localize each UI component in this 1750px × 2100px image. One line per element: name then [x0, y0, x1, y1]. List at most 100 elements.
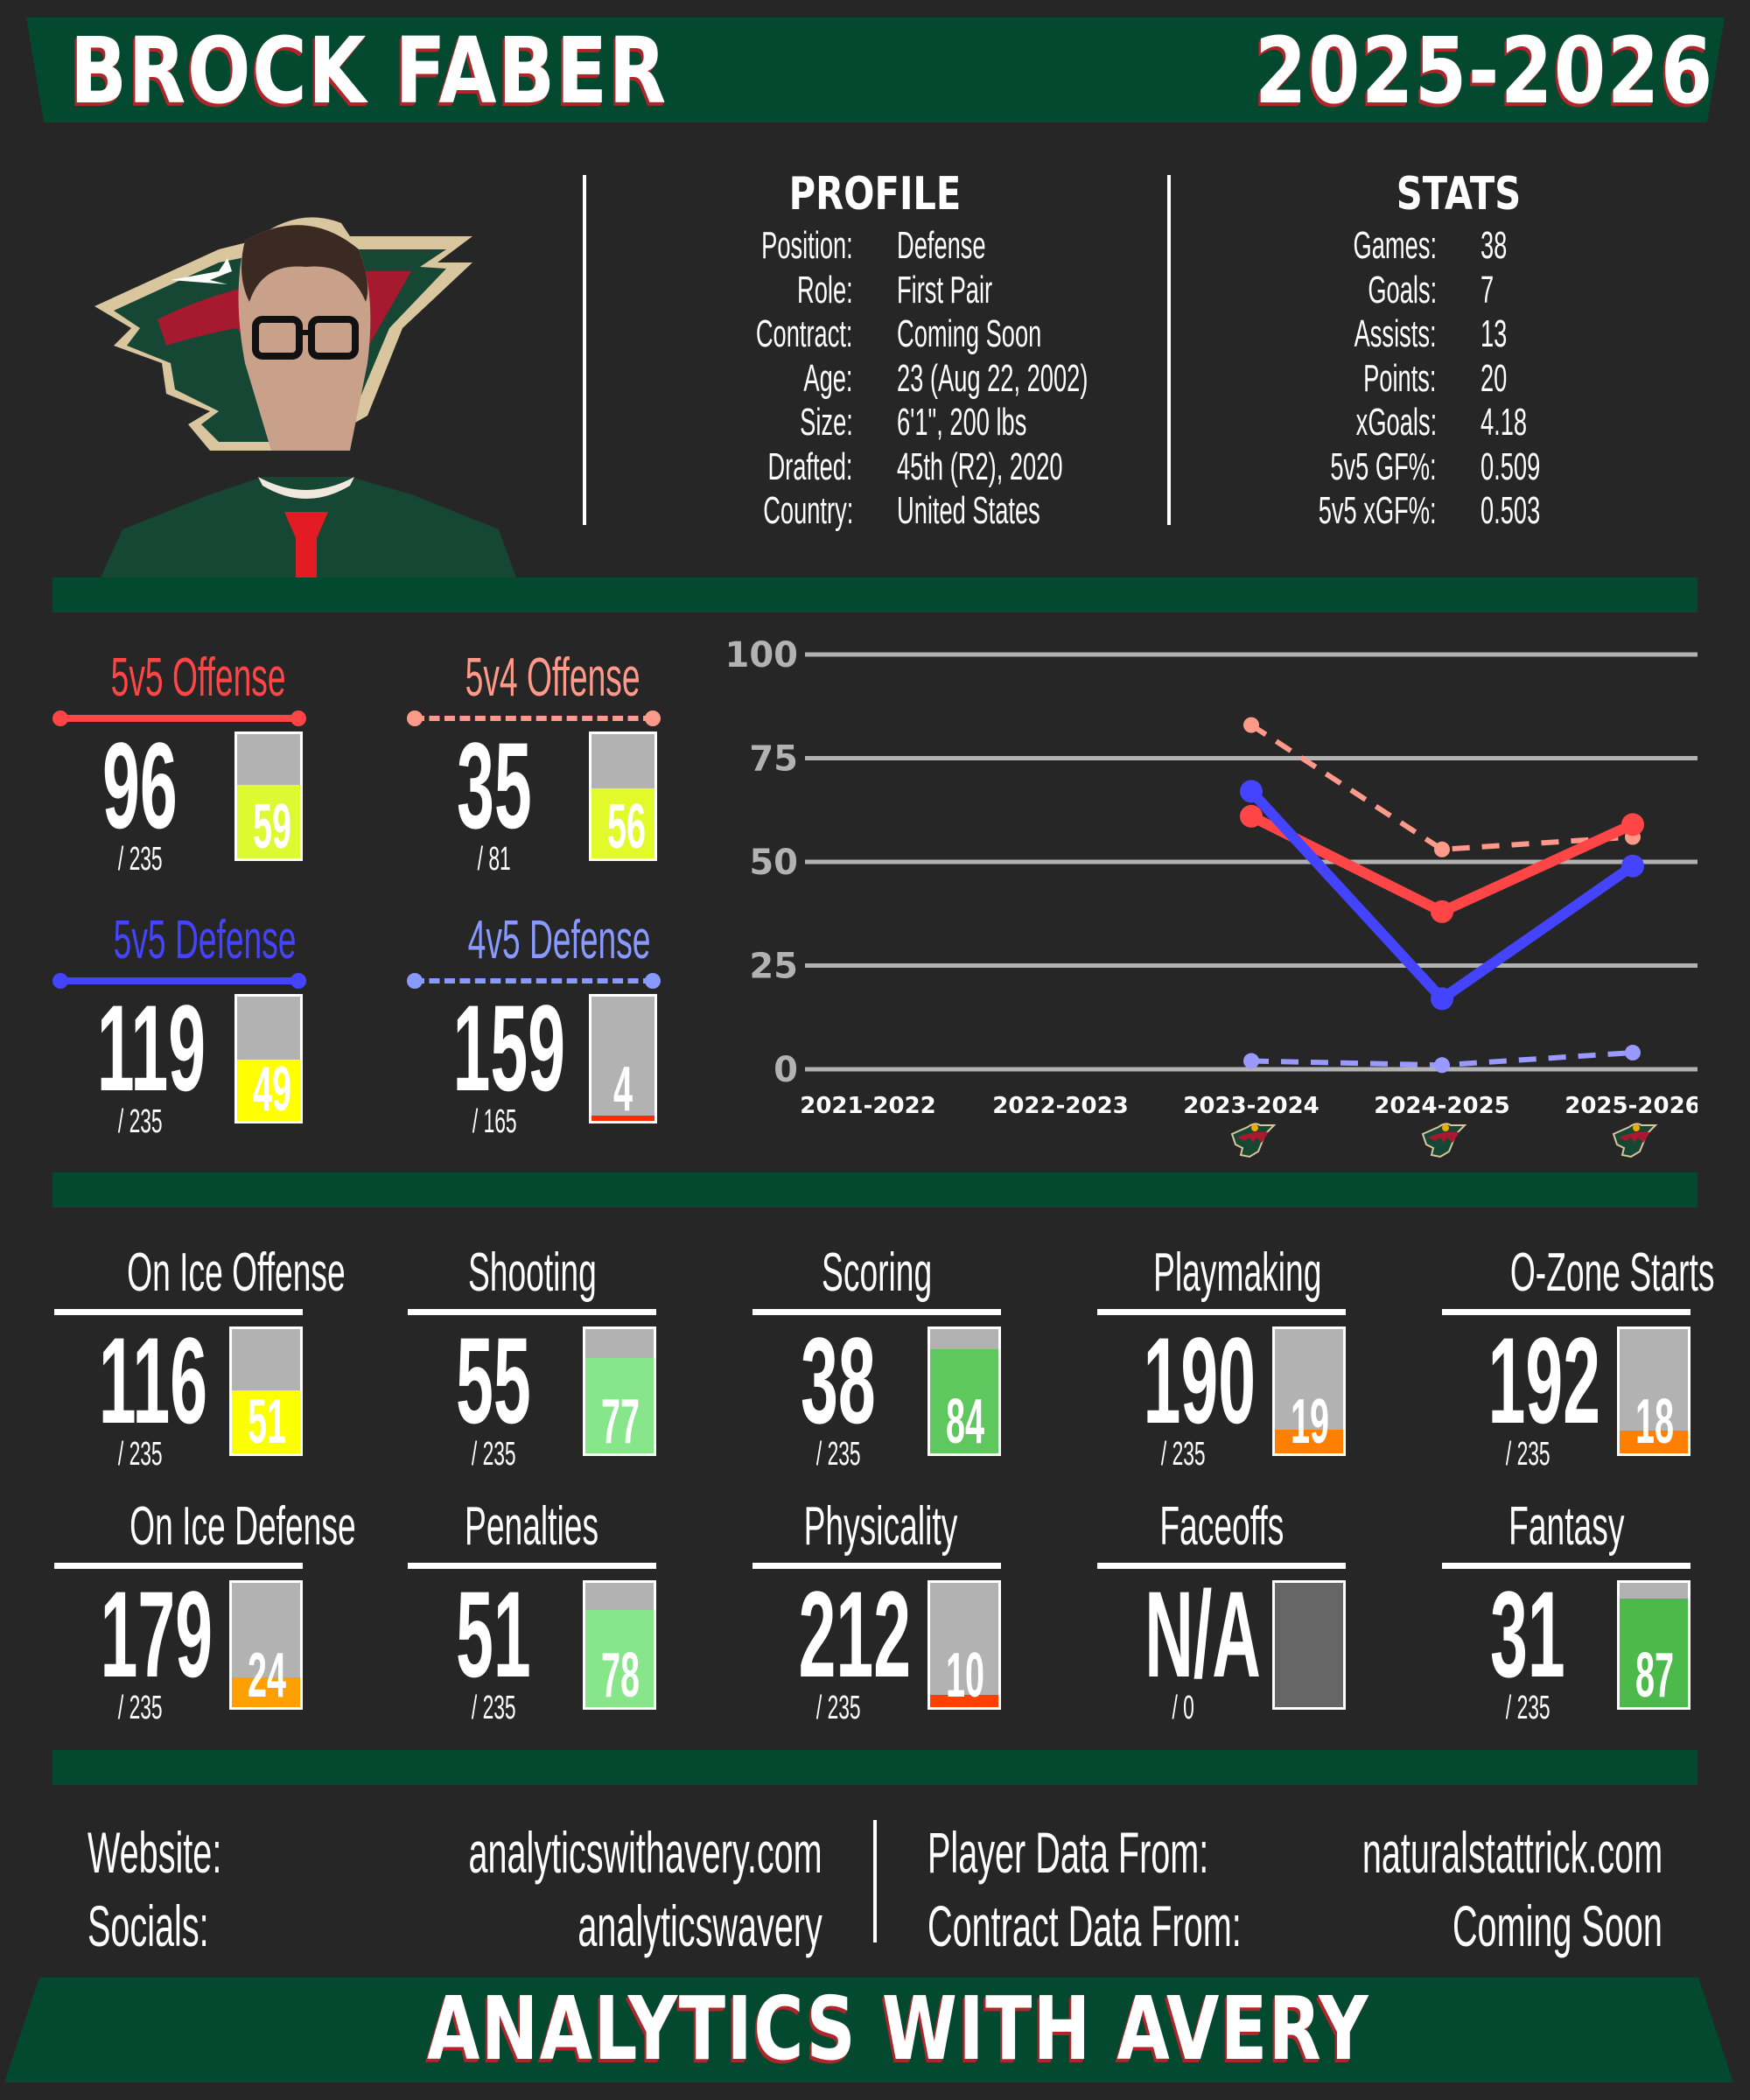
- percentile-gauge: 56: [589, 732, 657, 861]
- metric-underline: [1097, 1309, 1346, 1315]
- percentile-value: 18: [1635, 1387, 1675, 1456]
- metric-title: On Ice Defense: [130, 1496, 356, 1557]
- metric-card-shooting: Shooting 55/ 235 77: [408, 1242, 656, 1472]
- metric-card-o-zone-starts: O-Zone Starts 192/ 235 18: [1442, 1242, 1715, 1472]
- rank-total: / 235: [117, 1690, 163, 1726]
- rank-value: 119: [96, 979, 206, 1116]
- data-point: [1240, 804, 1263, 828]
- profile-value: First Pair: [897, 268, 993, 312]
- metric-title: Scoring: [821, 1242, 933, 1303]
- percentile-value: 87: [1635, 1641, 1675, 1710]
- profile-row: Country: United States: [0, 489, 1750, 533]
- rank-value: 190: [1143, 1312, 1256, 1449]
- rank-value: N/A: [1144, 1565, 1261, 1703]
- percentile-value: 10: [946, 1641, 985, 1710]
- profile-row: Position: Defense: [0, 224, 1750, 268]
- data-point: [1625, 1045, 1641, 1061]
- profile-label: Drafted:: [767, 444, 853, 488]
- stats-value: 0.503: [1480, 489, 1541, 532]
- rank-total: / 235: [471, 1436, 516, 1473]
- metric-underline: [54, 1309, 303, 1315]
- rank-total: / 165: [472, 1103, 517, 1140]
- team-logo-icon: [1612, 1123, 1658, 1158]
- stats-value: 7: [1480, 268, 1494, 312]
- x-tick-label: 2025-2026: [1564, 1093, 1698, 1119]
- footer-player-data-source[interactable]: naturalstattrick.com: [1362, 1820, 1662, 1885]
- rating-title: 5v5 Defense: [113, 910, 297, 970]
- data-point: [1243, 717, 1259, 733]
- legend-dot-icon: [52, 710, 68, 726]
- profile-heading: PROFILE: [788, 168, 962, 220]
- percentile-value: 24: [248, 1641, 287, 1710]
- rating-legend-line: [60, 977, 299, 984]
- rank-value: 192: [1488, 1312, 1601, 1449]
- data-point: [1621, 854, 1644, 878]
- percentile-value: 19: [1291, 1387, 1330, 1456]
- rank-total: / 81: [477, 841, 512, 878]
- metric-title: On Ice Offense: [127, 1242, 346, 1303]
- rank-value: 31: [1490, 1565, 1565, 1703]
- rank-total: / 0: [1172, 1690, 1194, 1726]
- percentile-gauge: 10: [928, 1580, 1001, 1710]
- gauge-fill: [585, 1357, 654, 1453]
- percentile-gauge: 49: [234, 994, 303, 1124]
- section-divider-2: [52, 1172, 1698, 1208]
- metric-underline: [1442, 1309, 1690, 1315]
- profile-row: Role: First Pair: [0, 269, 1750, 312]
- player-name: BROCK FABER: [70, 18, 668, 124]
- profile-value: Coming Soon: [897, 312, 1042, 355]
- metric-title: O-Zone Starts: [1509, 1242, 1715, 1303]
- stats-value: 4.18: [1480, 401, 1528, 444]
- metric-underline: [752, 1309, 1001, 1315]
- rank-total: / 235: [816, 1436, 861, 1473]
- stats-label: Goals:: [1368, 268, 1437, 312]
- percentile-gauge: 51: [229, 1326, 303, 1456]
- season-label: 2025-2026: [1255, 18, 1714, 124]
- rank-value: 116: [98, 1312, 208, 1449]
- profile-value: 23 (Aug 22, 2002): [897, 356, 1088, 400]
- stats-row: xGoals: 4.18: [0, 401, 1750, 444]
- profile-label: Contract:: [756, 312, 853, 355]
- rank-value: 179: [100, 1565, 214, 1703]
- metric-underline: [54, 1563, 303, 1569]
- data-point: [1621, 813, 1644, 836]
- header-banner: [26, 18, 1725, 122]
- footer-contract-data-row: Contract Data From: Coming Soon: [928, 1895, 1662, 1956]
- rank-total: / 235: [117, 1103, 163, 1140]
- gauge-fill: [232, 1676, 300, 1707]
- x-tick-label: 2023-2024: [1183, 1093, 1320, 1119]
- percentile-gauge: 87: [1617, 1580, 1690, 1710]
- profile-row: Contract: Coming Soon: [0, 312, 1750, 356]
- percentile-gauge: 19: [1272, 1326, 1346, 1456]
- percentile-value: 51: [248, 1387, 287, 1456]
- team-logo-icon: [1421, 1123, 1467, 1158]
- rank-value: 38: [801, 1312, 876, 1449]
- metric-underline: [408, 1563, 656, 1569]
- metric-card-on-ice-defense: On Ice Defense 179/ 235 24: [54, 1496, 356, 1726]
- percentile-value: 59: [253, 792, 292, 861]
- footer-divider: [873, 1820, 877, 1942]
- metric-card-physicality: Physicality 212/ 235 10: [752, 1496, 1001, 1726]
- gauge-fill: [232, 1390, 300, 1453]
- metric-card-playmaking: Playmaking 190/ 235 19: [1097, 1242, 1346, 1472]
- data-point: [1243, 1053, 1259, 1069]
- stats-heading: STATS: [1396, 168, 1522, 220]
- profile-label: Role:: [797, 268, 853, 312]
- metric-underline: [1442, 1563, 1690, 1569]
- gauge-fill: [592, 788, 654, 858]
- gauge-fill: [237, 1060, 300, 1121]
- footer-website-row: Website: analyticswithavery.com: [88, 1822, 822, 1883]
- footer-socials-handle[interactable]: analyticswavery: [578, 1894, 822, 1958]
- footer-website-link[interactable]: analyticswithavery.com: [468, 1820, 822, 1885]
- profile-row: Size: 6'1", 200 lbs: [0, 401, 1750, 444]
- rating-legend-line: [414, 978, 654, 984]
- stats-value: 20: [1480, 356, 1508, 400]
- footer-socials-label: Socials:: [88, 1894, 209, 1958]
- data-point: [1240, 780, 1263, 803]
- percentile-value: 77: [601, 1387, 640, 1456]
- divider-stats-left: [1167, 175, 1171, 525]
- gauge-fill: [930, 1348, 998, 1453]
- gauge-fill: [1620, 1431, 1688, 1453]
- profile-value: Defense: [897, 224, 986, 267]
- metric-card-on-ice-offense: On Ice Offense 116/ 235 51: [54, 1242, 346, 1472]
